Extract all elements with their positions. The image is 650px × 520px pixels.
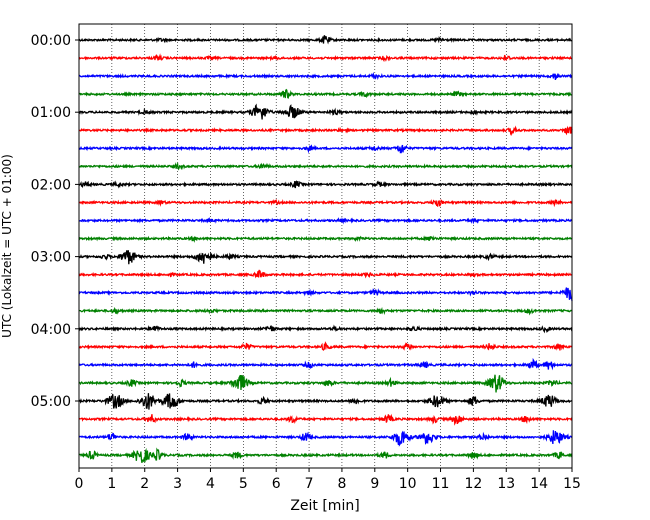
trace-line	[78, 430, 573, 447]
y-tick-label: 01:00	[31, 105, 71, 121]
x-tick-label: 11	[432, 476, 450, 492]
x-tick-label: 10	[399, 476, 417, 492]
traces	[78, 35, 573, 463]
x-tick-label: 2	[140, 476, 149, 492]
trace-line	[78, 306, 573, 316]
plot-frame	[78, 23, 573, 469]
trace-line	[78, 287, 573, 302]
x-tick-label: 6	[272, 476, 281, 492]
trace-line	[78, 393, 573, 410]
x-tick-label: 13	[497, 476, 515, 492]
trace-line	[78, 250, 573, 265]
trace-line	[78, 53, 573, 63]
y-axis-title: UTC (Lokalzeit = UTC + 01:00)	[0, 154, 14, 338]
x-tick-label: 14	[530, 476, 548, 492]
y-tick-label: 05:00	[31, 394, 71, 410]
trace-line	[78, 374, 573, 393]
x-tick-label: 12	[464, 476, 482, 492]
trace-line	[78, 216, 573, 225]
trace-line	[78, 71, 573, 81]
x-tick-label: 1	[107, 476, 116, 492]
trace-line	[78, 235, 573, 243]
x-tick-label: 8	[337, 476, 346, 492]
trace-line	[78, 35, 573, 45]
x-tick-label: 5	[239, 476, 248, 492]
trace-line	[78, 144, 573, 154]
trace-line	[78, 357, 573, 371]
y-tick-label: 02:00	[31, 177, 71, 193]
trace-line	[78, 269, 573, 279]
y-tick-label: 04:00	[31, 322, 71, 338]
x-tick-label: 15	[563, 476, 581, 492]
x-grid	[111, 24, 540, 468]
trace-line	[78, 341, 573, 351]
trace-line	[78, 324, 573, 334]
x-tick-label: 7	[305, 476, 314, 492]
x-tick-label: 9	[370, 476, 379, 492]
y-ticks: 00:00 01:00 02:00 03:00 04:00 05:00	[31, 33, 79, 410]
x-axis-title: Zeit [min]	[290, 498, 359, 514]
trace-line	[78, 413, 573, 426]
trace-line	[78, 447, 573, 463]
x-ticks: 0 1 2 3 4 5 6 7 8 9 10 11 12 13 14 15	[75, 468, 581, 492]
trace-line	[78, 161, 573, 171]
trace-line	[78, 180, 573, 189]
trace-line	[78, 103, 573, 120]
y-tick-label: 00:00	[31, 33, 71, 49]
x-tick-label: 3	[173, 476, 182, 492]
y-tick-label: 03:00	[31, 250, 71, 266]
trace-line	[78, 198, 573, 208]
x-tick-label: 0	[75, 476, 84, 492]
x-tick-label: 4	[206, 476, 215, 492]
trace-line	[78, 125, 573, 137]
trace-line	[78, 88, 573, 99]
